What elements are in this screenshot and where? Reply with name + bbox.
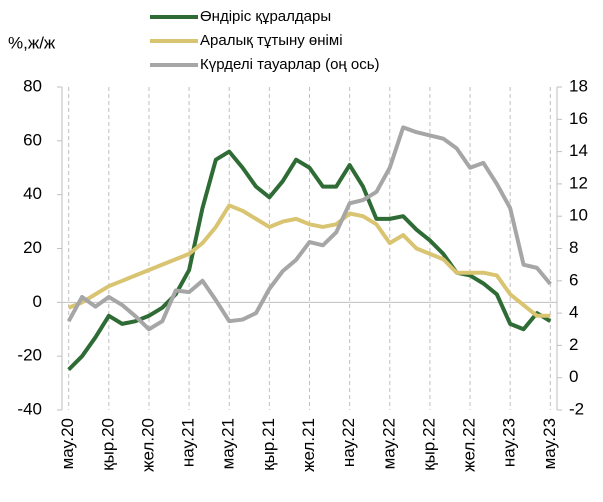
y2-tick-label: 8 xyxy=(569,238,578,257)
x-tick-label: нау.23 xyxy=(500,418,519,467)
y2-tick-label: 10 xyxy=(569,206,588,225)
x-tick-label: жел.21 xyxy=(299,418,318,472)
y2-tick-label: 12 xyxy=(569,173,588,192)
y2-tick-label: 6 xyxy=(569,270,578,289)
legend-label: Өндіріс құралдары xyxy=(200,8,331,25)
legend-label: Күрделі тауарлар (оң ось) xyxy=(200,56,380,73)
y-tick-label: 80 xyxy=(23,76,42,95)
series-line xyxy=(67,149,552,372)
y2-tick-label: 2 xyxy=(569,335,578,354)
y-tick-label: 0 xyxy=(33,292,42,311)
series-line xyxy=(67,203,551,318)
y2-tick-label: 14 xyxy=(569,141,588,160)
y-axis-label: %,ж/ж xyxy=(8,33,56,52)
y-tick-label: 20 xyxy=(23,238,42,257)
x-tick-label: қыр.22 xyxy=(419,418,438,471)
x-tick-label: қыр.20 xyxy=(98,418,117,471)
y2-tick-label: 0 xyxy=(569,367,578,386)
y2-tick-label: 16 xyxy=(569,109,588,128)
y-tick-label: -40 xyxy=(17,399,42,418)
x-tick-label: жел.22 xyxy=(460,418,479,472)
y-tick-label: 60 xyxy=(23,130,42,149)
legend-label: Аралық тұтыну өнімі xyxy=(200,32,343,49)
x-tick-label: мау.21 xyxy=(219,418,238,469)
x-tick-label: мау.23 xyxy=(540,418,559,469)
series-line xyxy=(66,125,552,332)
x-tick-label: қыр.21 xyxy=(259,418,278,471)
y-tick-label: -20 xyxy=(17,346,42,365)
x-tick-label: жел.20 xyxy=(138,418,157,472)
y2-tick-label: -2 xyxy=(569,399,584,418)
y-tick-label: 40 xyxy=(23,184,42,203)
y2-tick-label: 18 xyxy=(569,76,588,95)
x-tick-label: мау.20 xyxy=(58,418,77,469)
y2-tick-label: 4 xyxy=(569,303,578,322)
x-tick-label: нау.21 xyxy=(179,418,198,467)
x-tick-label: нау.22 xyxy=(339,418,358,467)
x-tick-label: мау.22 xyxy=(379,418,398,469)
